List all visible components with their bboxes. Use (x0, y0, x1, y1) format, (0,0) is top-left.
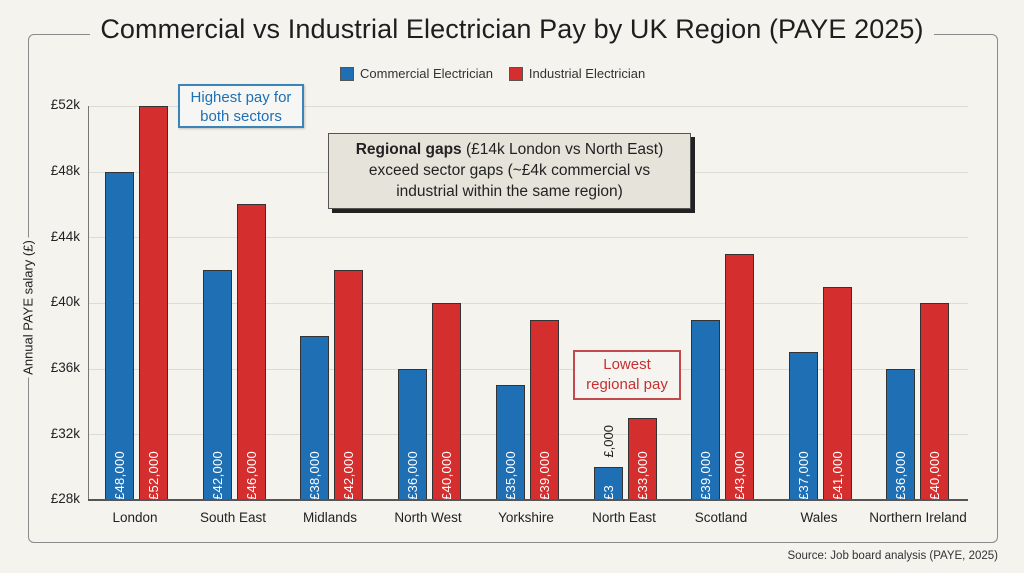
annotation-text: Lowest (603, 356, 651, 373)
x-axis (88, 499, 968, 501)
bar-wales-industrial: £41,000 (823, 287, 852, 500)
bar-london-industrial: £52,000 (139, 106, 168, 500)
legend-item-industrial: Industrial Electrician (508, 66, 646, 81)
y-axis (88, 106, 89, 500)
bar-scotland-industrial: £43,000 (725, 254, 754, 500)
bar-value-label: £39,000 (698, 450, 713, 500)
bar-midlands-commercial: £38,000 (300, 336, 329, 500)
bar-ni-commercial: £36,000 (886, 369, 915, 500)
x-tick-southeast: South East (199, 510, 267, 525)
bar-yorkshire-industrial: £39,000 (530, 320, 559, 500)
gridline (88, 303, 968, 304)
bar-northwest-industrial: £40,000 (432, 303, 461, 500)
legend-item-commercial: Commercial Electrician (340, 66, 493, 81)
bar-value-label: £3 (601, 484, 616, 500)
bar-scotland-commercial: £39,000 (691, 320, 720, 500)
annotation-text: regional pay (586, 376, 668, 393)
x-tick-midlands: Midlands (302, 510, 358, 525)
legend-swatch-commercial (340, 66, 354, 81)
chart-title: Commercial vs Industrial Electrician Pay… (0, 14, 1024, 45)
bar-midlands-industrial: £42,000 (334, 270, 363, 500)
x-tick-wales: Wales (800, 510, 838, 525)
annotation-regional-gaps: Regional gaps (£14k London vs North East… (328, 133, 691, 209)
bar-value-label: £39,000 (537, 450, 552, 500)
y-tick-32k: £32k (50, 426, 80, 441)
x-tick-northwest: North West (394, 510, 462, 525)
bar-london-commercial: £48,000 (105, 172, 134, 500)
y-tick-36k: £36k (50, 360, 80, 375)
bar-value-label: £38,000 (307, 450, 322, 500)
x-tick-northeast: North East (592, 510, 656, 525)
y-tick-28k: £28k (50, 491, 80, 506)
chart-title-text: Commercial vs Industrial Electrician Pay… (90, 14, 934, 44)
y-tick-48k: £48k (50, 163, 80, 178)
y-tick-52k: £52k (50, 97, 80, 112)
annotation-text: both sectors (200, 108, 282, 125)
gridline (88, 106, 968, 107)
bar-northeast-commercial: £3 (594, 467, 623, 500)
legend-label-commercial: Commercial Electrician (360, 66, 493, 81)
x-tick-london: London (112, 510, 158, 525)
annotation-text: (£14k London vs North East) (461, 141, 664, 158)
gridline (88, 237, 968, 238)
bar-southeast-industrial: £46,000 (237, 204, 266, 500)
bar-value-label: £40,000 (927, 450, 942, 500)
bar-northwest-commercial: £36,000 (398, 369, 427, 500)
plot-area: £48,000 £52,000 £42,000 £46,000 £38,000 … (88, 106, 968, 525)
bar-northeast-industrial: £33,000 (628, 418, 657, 500)
legend-label-industrial: Industrial Electrician (528, 66, 646, 81)
bar-value-label: £35,000 (503, 450, 518, 500)
annotation-bold-text: Regional gaps (355, 141, 462, 158)
x-tick-yorkshire: Yorkshire (498, 510, 554, 525)
bar-value-label: £33,000 (635, 450, 650, 500)
bar-yorkshire-commercial: £35,000 (496, 385, 525, 500)
annotation-text: industrial within the same region) (396, 183, 623, 200)
bar-wales-commercial: £37,000 (789, 352, 818, 500)
bar-value-label: £43,000 (732, 450, 747, 500)
annotation-highest-pay: Highest pay for both sectors (178, 84, 304, 128)
bar-value-label: £37,000 (796, 450, 811, 500)
y-axis-label: Annual PAYE salary (£) (20, 237, 36, 378)
bar-value-label: £46,000 (244, 450, 259, 500)
bar-value-label: £48,000 (112, 450, 127, 500)
bar-value-label: £36,000 (405, 450, 420, 500)
y-tick-40k: £40k (50, 294, 80, 309)
bar-ni-industrial: £40,000 (920, 303, 949, 500)
annotation-text: Highest pay for (190, 89, 292, 106)
bar-value-label: £42,000 (341, 450, 356, 500)
bar-value-label-overflow: £,000 (601, 425, 616, 458)
x-tick-scotland: Scotland (694, 510, 748, 525)
bar-value-label: £40,000 (439, 450, 454, 500)
bar-southeast-commercial: £42,000 (203, 270, 232, 500)
bar-value-label: £42,000 (210, 450, 225, 500)
bar-value-label: £36,000 (893, 450, 908, 500)
legend: Commercial Electrician Industrial Electr… (340, 66, 645, 81)
bar-value-label: £41,000 (830, 450, 845, 500)
gridline (88, 434, 968, 435)
x-tick-northern-ireland: Northern Ireland (869, 510, 967, 525)
annotation-text: exceed sector gaps (~£4k commercial vs (368, 162, 651, 179)
source-note: Source: Job board analysis (PAYE, 2025) (787, 550, 998, 562)
bar-value-label: £52,000 (146, 450, 161, 500)
gridline (88, 369, 968, 370)
legend-swatch-industrial (508, 66, 523, 81)
y-tick-44k: £44k (50, 229, 80, 244)
annotation-lowest-pay: Lowest regional pay (573, 350, 681, 400)
